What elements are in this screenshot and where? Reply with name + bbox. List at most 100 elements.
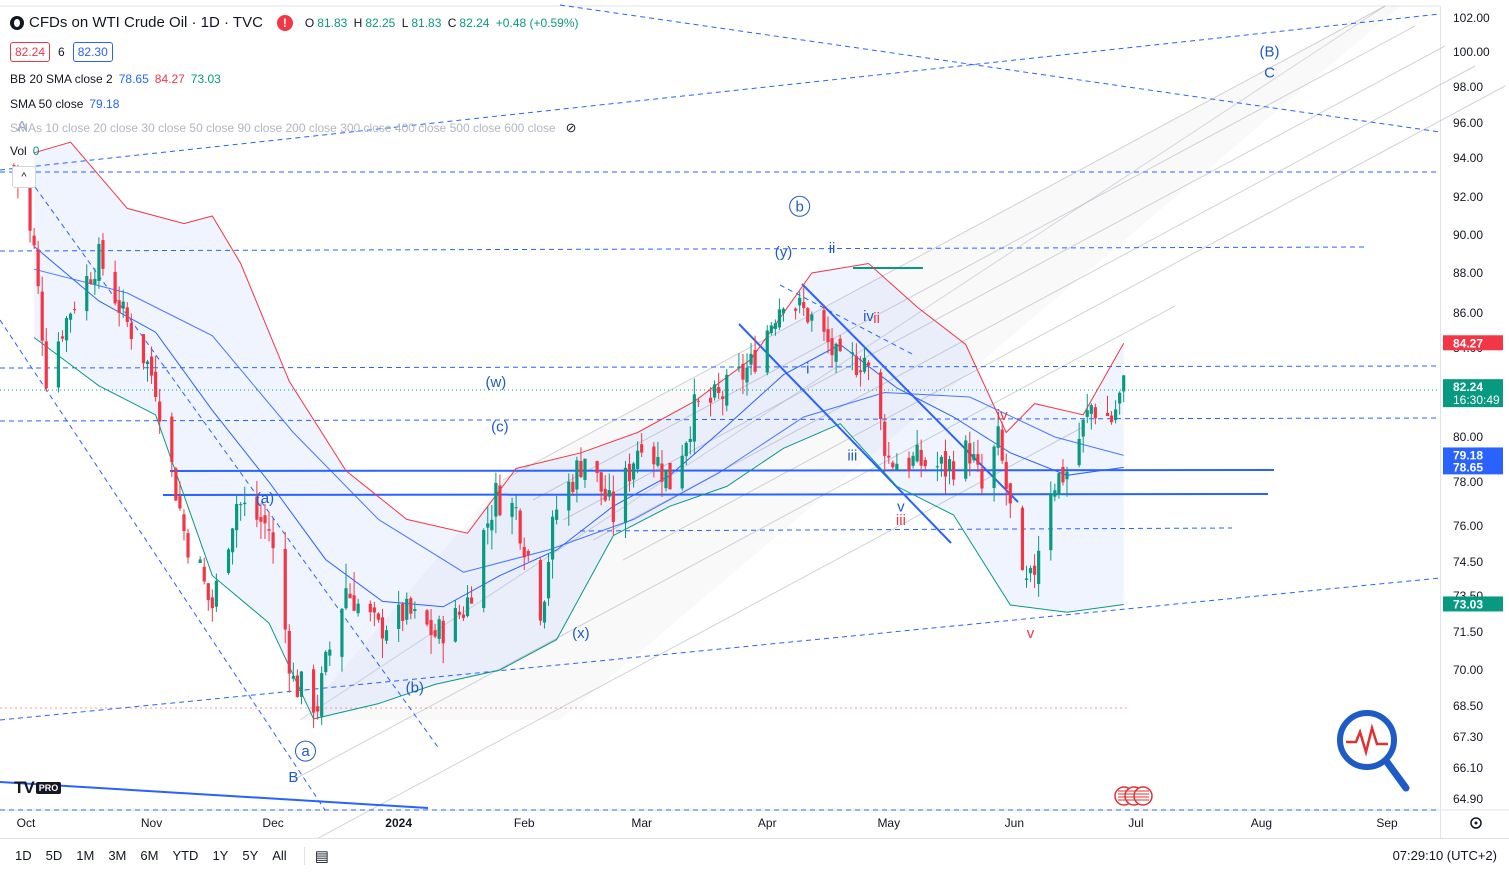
candle[interactable] xyxy=(968,431,972,477)
candle[interactable] xyxy=(879,368,883,431)
bb-legend[interactable]: BB 20 SMA close 2 78.65 84.27 73.03 xyxy=(10,72,221,86)
candle[interactable] xyxy=(1089,403,1093,430)
candle[interactable] xyxy=(287,624,291,693)
candle[interactable] xyxy=(607,473,611,501)
price-axis[interactable]: 102.00 100.00 98.00 96.00 94.00 92.00 90.00 88.… xyxy=(1443,11,1503,806)
candle[interactable] xyxy=(206,582,210,611)
timeframe-5d[interactable]: 5D xyxy=(45,848,63,863)
candle[interactable] xyxy=(145,359,150,382)
candle[interactable] xyxy=(798,291,802,314)
candle[interactable] xyxy=(555,495,559,525)
candle[interactable] xyxy=(433,623,437,639)
candle[interactable] xyxy=(1000,421,1004,464)
candle[interactable] xyxy=(660,450,664,497)
candle[interactable] xyxy=(482,528,486,613)
candle[interactable] xyxy=(376,612,381,623)
candle[interactable] xyxy=(696,398,700,407)
candle[interactable] xyxy=(68,312,73,333)
candle[interactable] xyxy=(883,413,887,473)
us-flag-icon[interactable] xyxy=(1114,786,1153,806)
candle[interactable] xyxy=(384,625,389,644)
candle[interactable] xyxy=(802,287,806,316)
candle[interactable] xyxy=(692,378,696,454)
candle[interactable] xyxy=(684,441,688,466)
candle[interactable] xyxy=(1061,459,1065,486)
candle[interactable] xyxy=(1093,403,1097,425)
candle[interactable] xyxy=(838,335,842,353)
candle[interactable] xyxy=(972,441,976,463)
candle[interactable] xyxy=(356,598,360,617)
candle[interactable] xyxy=(283,532,287,644)
candle[interactable] xyxy=(806,307,810,325)
candle[interactable] xyxy=(267,511,271,542)
candle[interactable] xyxy=(129,313,133,350)
candle[interactable] xyxy=(753,335,757,374)
candle[interactable] xyxy=(56,332,61,393)
candle[interactable] xyxy=(380,608,385,659)
candle[interactable] xyxy=(583,458,587,488)
candle[interactable] xyxy=(542,600,547,629)
candle[interactable] xyxy=(210,589,214,622)
candle[interactable] xyxy=(522,537,526,570)
candle[interactable] xyxy=(93,268,97,295)
calendar-range-icon[interactable]: ▤ xyxy=(314,847,329,865)
candle[interactable] xyxy=(178,481,182,511)
candle[interactable] xyxy=(461,606,466,621)
candle[interactable] xyxy=(1114,400,1118,424)
candle[interactable] xyxy=(36,240,40,294)
search-pulse-icon[interactable] xyxy=(1337,710,1410,792)
candle[interactable] xyxy=(457,604,462,620)
candle[interactable] xyxy=(830,328,834,368)
candle[interactable] xyxy=(599,471,603,506)
candle[interactable] xyxy=(28,181,32,243)
candle[interactable] xyxy=(311,664,316,728)
candle[interactable] xyxy=(409,596,413,620)
candle[interactable] xyxy=(198,556,202,564)
candle[interactable] xyxy=(1008,482,1012,519)
candle[interactable] xyxy=(186,528,190,564)
candle[interactable] xyxy=(271,518,275,564)
candle[interactable] xyxy=(741,353,745,395)
candle[interactable] xyxy=(239,501,243,521)
candle[interactable] xyxy=(465,585,470,618)
candle[interactable] xyxy=(976,439,980,473)
candle[interactable] xyxy=(202,557,206,585)
candle[interactable] xyxy=(935,451,939,482)
candle[interactable] xyxy=(603,475,607,503)
candle[interactable] xyxy=(668,462,672,490)
candle[interactable] xyxy=(1065,466,1069,497)
candle[interactable] xyxy=(1028,565,1033,582)
candle[interactable] xyxy=(777,298,782,330)
candle[interactable] xyxy=(567,473,571,526)
candle[interactable] xyxy=(182,509,186,541)
candle[interactable] xyxy=(1077,422,1081,468)
candle[interactable] xyxy=(1118,391,1122,415)
candle[interactable] xyxy=(943,439,948,494)
candle[interactable] xyxy=(101,233,105,276)
candle[interactable] xyxy=(773,319,777,336)
candle[interactable] xyxy=(826,316,830,354)
candle[interactable] xyxy=(854,343,858,378)
candle[interactable] xyxy=(708,387,713,417)
candle[interactable] xyxy=(263,504,267,539)
candle[interactable] xyxy=(158,388,162,434)
candle[interactable] xyxy=(652,442,656,478)
candle[interactable] xyxy=(822,304,826,341)
candle[interactable] xyxy=(891,460,895,471)
candle[interactable] xyxy=(964,435,968,482)
candle[interactable] xyxy=(368,600,372,622)
candle[interactable] xyxy=(453,600,457,643)
candle[interactable] xyxy=(32,228,36,249)
candle[interactable] xyxy=(765,325,769,376)
candle[interactable] xyxy=(631,461,636,488)
candle[interactable] xyxy=(538,557,543,626)
candle[interactable] xyxy=(980,453,984,494)
candle[interactable] xyxy=(866,360,871,381)
candles[interactable] xyxy=(12,163,1126,728)
candle[interactable] xyxy=(1049,481,1053,561)
timeframe-1y[interactable]: 1Y xyxy=(212,848,229,863)
candle[interactable] xyxy=(996,411,1000,456)
candle[interactable] xyxy=(255,480,259,528)
candle[interactable] xyxy=(518,508,522,550)
clock-time[interactable]: 07:29:10 (UTC+2) xyxy=(1392,848,1497,863)
